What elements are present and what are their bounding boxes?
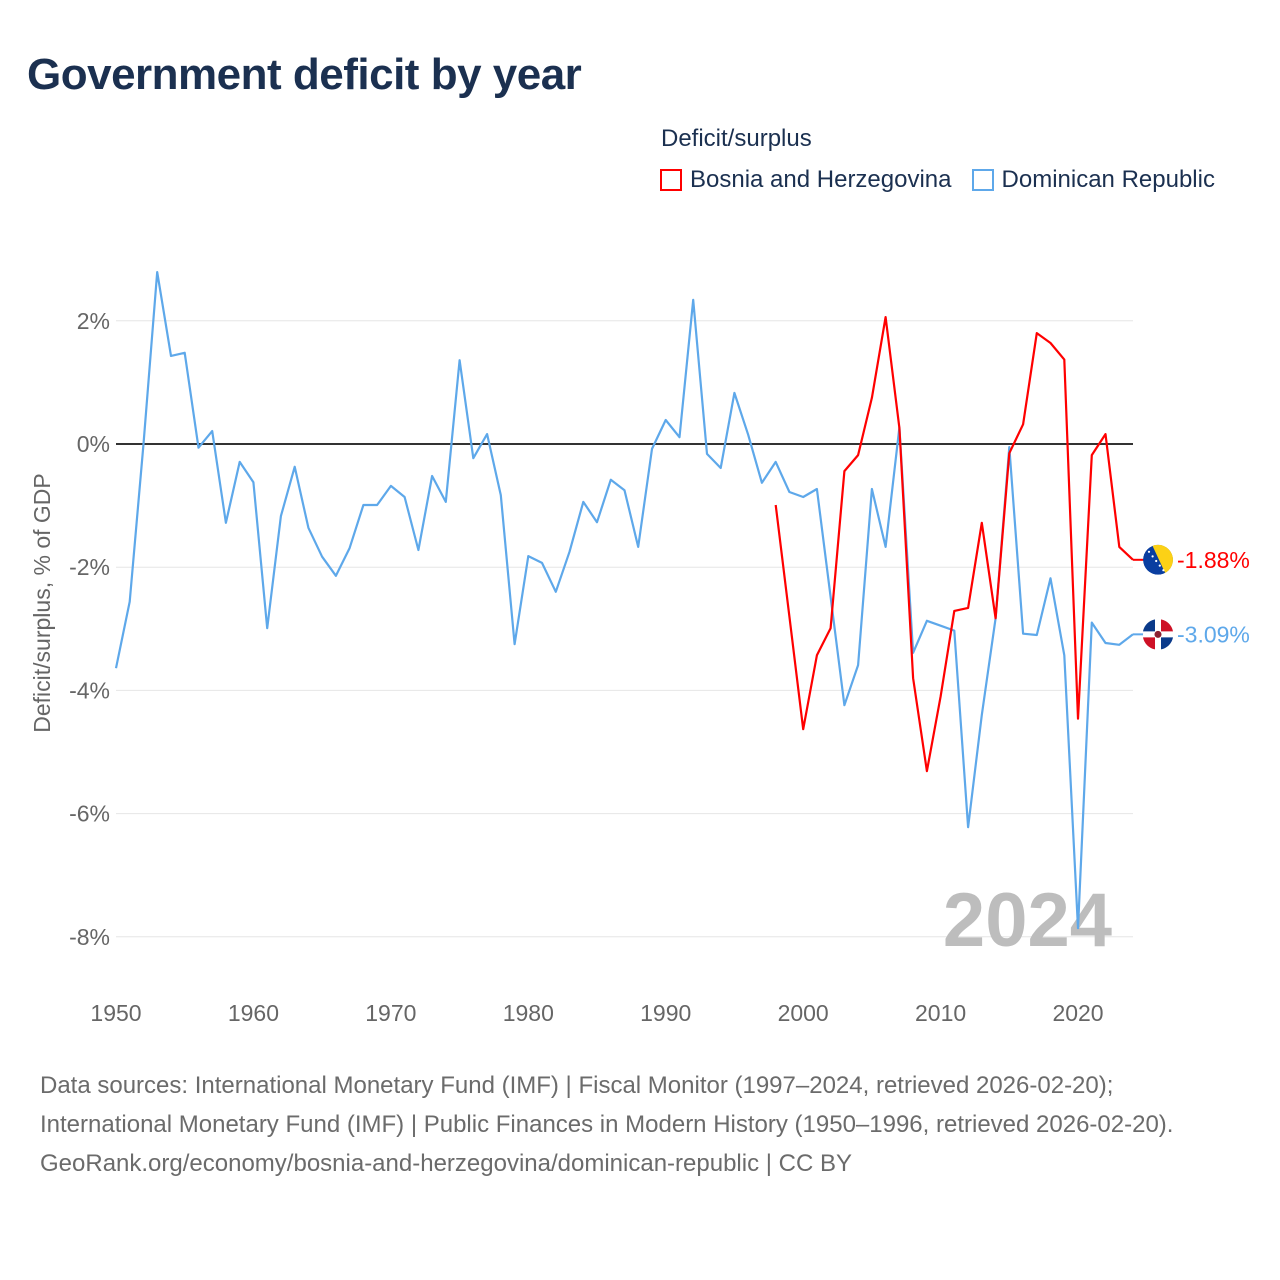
flag-star — [1158, 564, 1161, 567]
x-tick-label: 2020 — [1052, 1000, 1103, 1026]
x-tick-label: 1980 — [503, 1000, 554, 1026]
data-sources: Data sources: International Monetary Fun… — [40, 1072, 1174, 1138]
flag-quarter — [1143, 619, 1155, 632]
page-title: Government deficit by year — [27, 50, 582, 99]
series-line-dominican — [114, 271, 1134, 930]
y-tick-label: -6% — [69, 801, 110, 827]
x-tick-label: 1950 — [90, 1000, 141, 1026]
flag-star — [1151, 555, 1154, 558]
dominican-flag-icon — [1143, 619, 1173, 650]
legend-label: Bosnia and Herzegovina — [690, 166, 952, 193]
flag-star — [1162, 569, 1165, 572]
y-axis-label: Deficit/surplus, % of GDP — [29, 473, 55, 732]
y-tick-label: 0% — [77, 431, 110, 457]
x-tick-label: 1960 — [228, 1000, 279, 1026]
legend-label: Dominican Republic — [1001, 166, 1215, 193]
flag-quarter — [1161, 637, 1173, 650]
year-watermark: 2024 — [943, 878, 1112, 963]
x-tick-label: 2010 — [915, 1000, 966, 1026]
series-line-bosnia — [774, 316, 1134, 773]
legend-swatch-dominican — [971, 169, 994, 191]
end-value-label: -1.88% — [1177, 547, 1250, 573]
flag-quarter — [1143, 637, 1155, 650]
y-tick-label: -8% — [69, 924, 110, 950]
end-value-label: -3.09% — [1177, 621, 1250, 647]
x-tick-label: 2000 — [778, 1000, 829, 1026]
legend: Bosnia and Herzegovina Dominican Republi… — [660, 166, 1215, 194]
y-tick-label: -4% — [69, 677, 110, 703]
legend-item-dominican[interactable]: Dominican Republic — [971, 166, 1215, 194]
y-tick-label: -2% — [69, 554, 110, 580]
flag-triangle — [1152, 544, 1173, 575]
flag-star — [1155, 559, 1158, 563]
flag-star — [1147, 550, 1151, 553]
flag-emblem — [1154, 630, 1162, 638]
y-tick-label: 2% — [77, 308, 110, 334]
x-tick-label: 1990 — [640, 1000, 691, 1026]
legend-item-bosnia[interactable]: Bosnia and Herzegovina — [660, 166, 952, 194]
bosnia-flag-icon — [1143, 544, 1173, 575]
source-link[interactable]: GeoRank.org/economy/bosnia-and-herzegovi… — [40, 1150, 852, 1177]
legend-title: Deficit/surplus — [661, 125, 812, 152]
footer: Data sources: International Monetary Fun… — [40, 1066, 1240, 1183]
flag-quarter — [1161, 619, 1173, 632]
x-tick-label: 1970 — [365, 1000, 416, 1026]
legend-swatch-bosnia — [660, 169, 682, 191]
